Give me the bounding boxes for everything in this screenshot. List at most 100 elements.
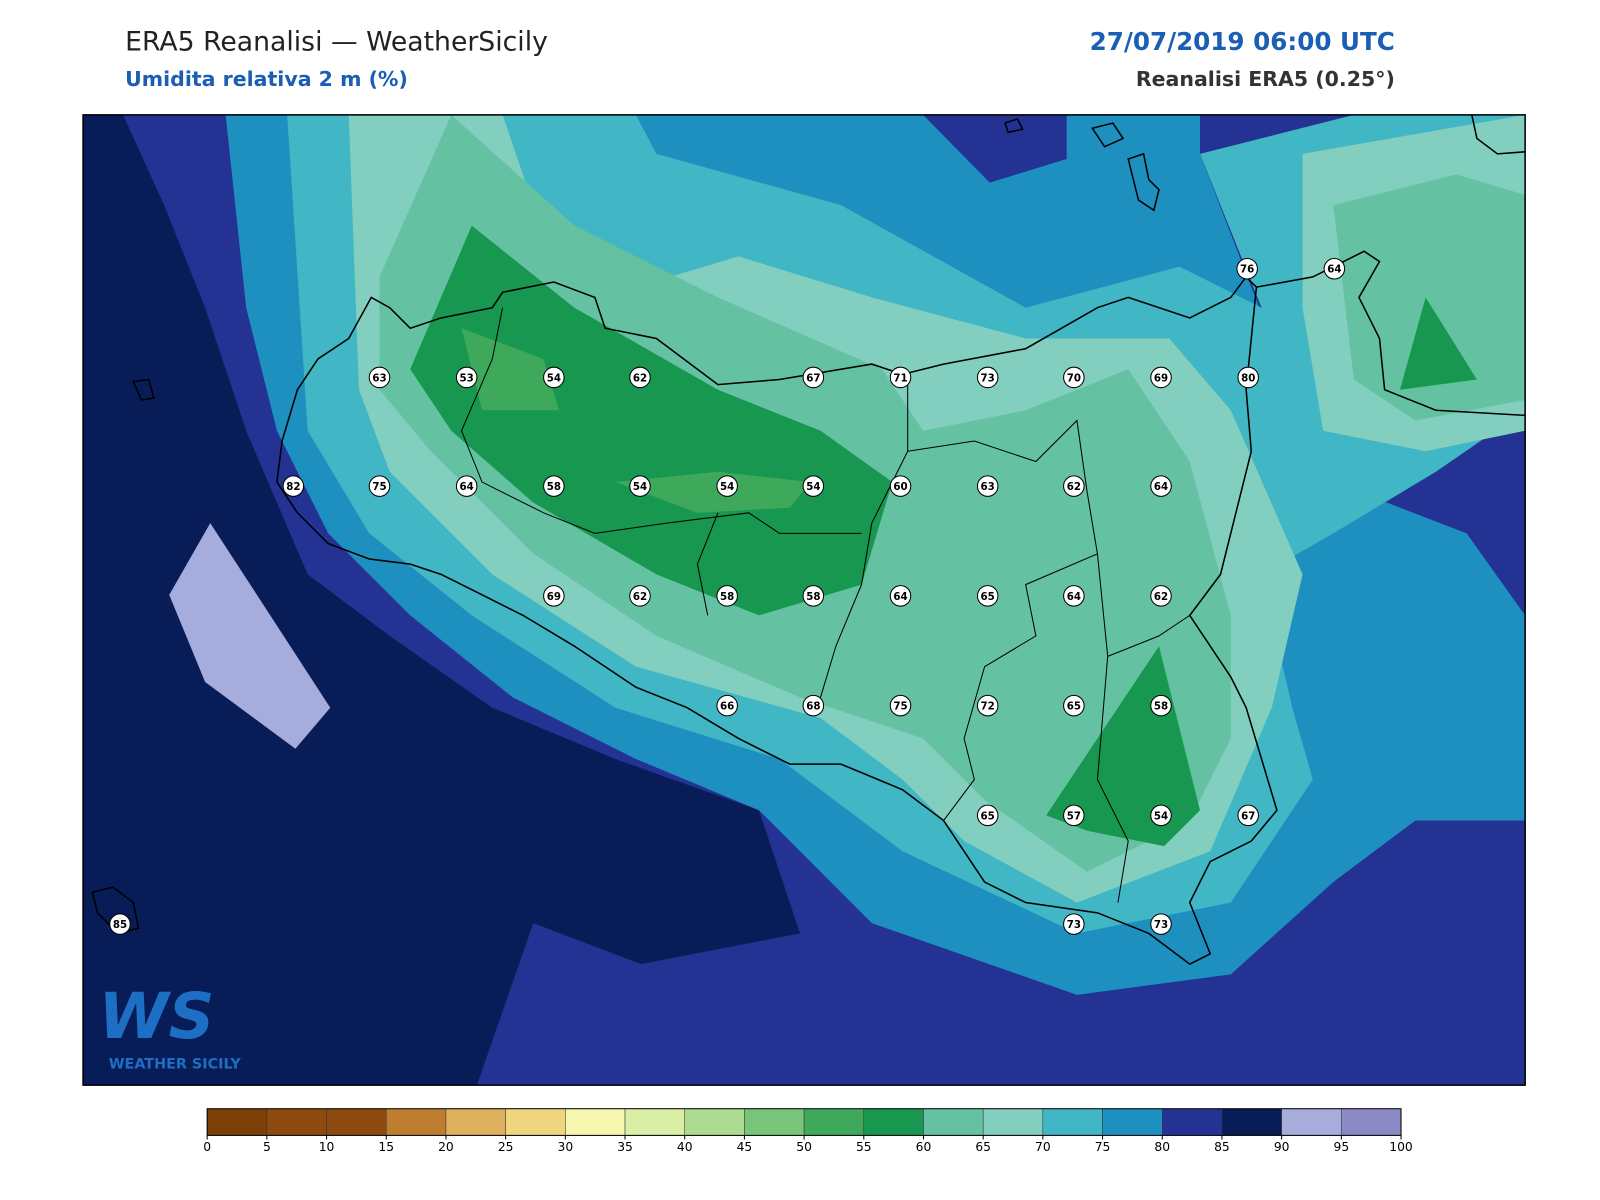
colorbar-tick-label: 100	[1389, 1140, 1412, 1154]
colorbar-tick-label: 75	[1095, 1140, 1111, 1154]
colorbar-swatch	[624, 1108, 685, 1136]
station-value: 64	[893, 591, 907, 603]
province-borders	[460, 307, 1191, 903]
station-value: 73	[1154, 919, 1168, 931]
colorbar-swatch	[326, 1108, 387, 1136]
logo-mark: WS	[98, 979, 214, 1053]
colorbar-tick-label: 10	[319, 1140, 335, 1154]
colorbar-tick-label: 65	[975, 1140, 991, 1154]
subtitle: Umidita relativa 2 m (%)	[125, 67, 408, 91]
station-value: 53	[460, 372, 474, 384]
colorbar-swatch	[1102, 1108, 1163, 1136]
station-marker	[1236, 257, 1258, 280]
station-value: 71	[893, 372, 907, 384]
colorbar-tick-label: 15	[378, 1140, 394, 1154]
station-value: 58	[720, 591, 734, 603]
title: ERA5 Reanalisi — WeatherSicily	[125, 27, 548, 58]
colorbar-swatch	[565, 1108, 626, 1136]
station-marker	[802, 475, 825, 497]
station-marker	[889, 366, 912, 389]
source: Reanalisi ERA5 (0.25°)	[1136, 67, 1395, 91]
station-value: 82	[286, 481, 300, 493]
colorbar-tick-label: 0	[203, 1140, 211, 1154]
station-value: 58	[806, 591, 820, 603]
colorbar-swatch	[266, 1108, 327, 1136]
humidity-band	[169, 523, 331, 749]
station-value: 54	[720, 481, 734, 493]
station-marker	[629, 585, 651, 607]
station-marker	[889, 694, 912, 717]
colorbar-swatch	[206, 1108, 268, 1136]
station-marker	[1063, 804, 1085, 827]
station-marker	[1150, 585, 1172, 607]
station-marker	[716, 475, 738, 497]
colorbar-swatch	[1042, 1108, 1103, 1136]
colorbar-tick-label: 40	[677, 1140, 693, 1154]
station-value: 75	[893, 701, 907, 713]
station-value: 64	[1154, 481, 1168, 493]
station-value: 72	[981, 701, 995, 713]
station-marker	[1150, 804, 1172, 827]
station-marker	[716, 585, 738, 607]
colorbar-swatch	[923, 1108, 984, 1136]
station-value: 65	[981, 810, 995, 822]
colorbar-tick-label: 5	[263, 1140, 271, 1154]
station-value: 67	[1241, 810, 1255, 822]
colorbar-swatch	[1341, 1108, 1402, 1136]
colorbar: 0 5 10 15 20 25 30 35 40 45 50 55 60 65 70 75 80 85 90 95 10…	[203, 1108, 1413, 1154]
station-value: 57	[1067, 810, 1081, 822]
station-marker	[1150, 694, 1172, 717]
colorbar-tick-label: 25	[498, 1140, 514, 1154]
station-value: 65	[981, 591, 995, 603]
station-value: 69	[1154, 372, 1168, 384]
islands	[91, 118, 1160, 935]
station-value: 75	[372, 481, 386, 493]
station-value: 58	[547, 481, 561, 493]
colorbar-tick-label: 80	[1154, 1140, 1170, 1154]
station-marker	[889, 475, 912, 497]
colorbar-tick-label: 90	[1274, 1140, 1290, 1154]
station-value: 63	[981, 481, 995, 493]
colorbar-tick-label: 85	[1214, 1140, 1230, 1154]
station-marker	[1063, 913, 1085, 935]
station-marker	[1063, 366, 1085, 389]
station-marker	[543, 475, 565, 497]
colorbar-swatch	[982, 1108, 1044, 1136]
station-value: 54	[633, 481, 647, 493]
station-marker	[1237, 804, 1259, 827]
station-value: 65	[1067, 701, 1081, 713]
station-value: 67	[806, 372, 820, 384]
station-marker	[629, 475, 651, 497]
colorbar-swatch	[1281, 1108, 1342, 1136]
station-marker	[976, 585, 999, 607]
station-marker	[802, 585, 825, 607]
colorbar-tick-label: 20	[438, 1140, 454, 1154]
station-value: 54	[1154, 810, 1168, 822]
station-value: 73	[1067, 919, 1081, 931]
station-value: 70	[1067, 372, 1081, 384]
station-value: 62	[633, 372, 647, 384]
humidity-band	[615, 471, 811, 513]
station-marker	[368, 475, 391, 497]
station-value: 62	[633, 591, 647, 603]
station-value: 64	[1067, 591, 1081, 603]
station-marker	[976, 694, 999, 717]
station-marker	[802, 366, 825, 389]
station-marker	[1063, 475, 1085, 497]
colorbar-tick-label: 95	[1334, 1140, 1350, 1154]
coastlines	[91, 114, 1526, 966]
station-value: 66	[720, 701, 734, 713]
station-value: 54	[547, 372, 561, 384]
logo-name: WEATHER SICILY	[109, 1057, 242, 1073]
humidity-band	[923, 114, 1067, 183]
colorbar-tick-label: 60	[916, 1140, 932, 1154]
station-value: 64	[460, 481, 474, 493]
colorbar-tick-label: 35	[617, 1140, 633, 1154]
station-marker	[1150, 475, 1172, 497]
colorbar-swatch	[684, 1108, 745, 1136]
station-marker	[368, 366, 391, 389]
colorbar-swatch	[445, 1108, 506, 1136]
station-value: 62	[1154, 591, 1168, 603]
colorbar-tick-label: 70	[1035, 1140, 1051, 1154]
